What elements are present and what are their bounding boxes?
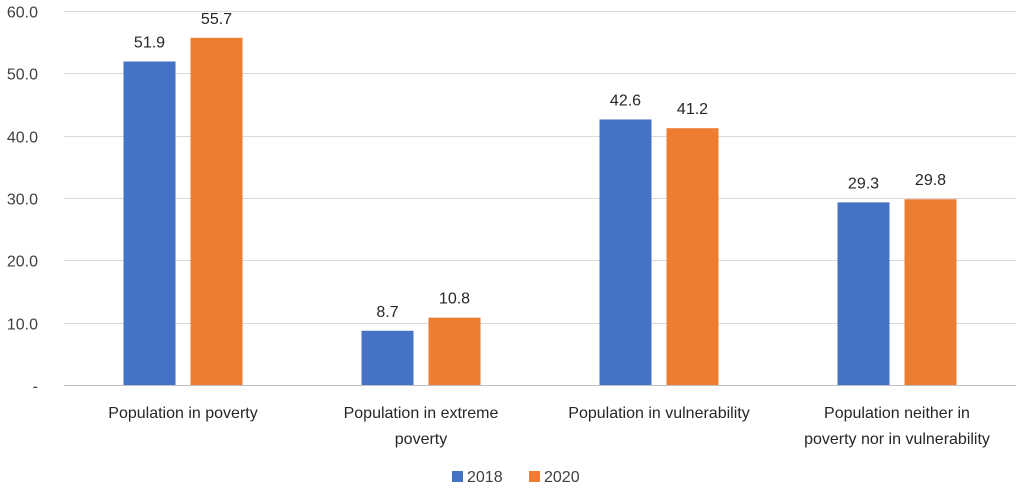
y-axis-ticks: - 10.0 20.0 30.0 40.0 50.0 60.0 <box>7 5 38 396</box>
data-label: 55.7 <box>201 11 232 28</box>
data-label: 41.2 <box>677 101 708 118</box>
data-label: 10.8 <box>439 291 470 308</box>
x-tick-label: Population in vulnerability <box>568 405 749 422</box>
data-label: 29.8 <box>915 172 946 189</box>
bar-2020-1 <box>190 37 243 385</box>
bars <box>123 37 957 386</box>
y-tick-label: 50.0 <box>7 67 38 84</box>
y-tick-label: 40.0 <box>7 130 38 147</box>
x-axis-labels: Population in poverty Population in extre… <box>108 405 990 448</box>
x-tick-label: poverty nor in vulnerability <box>804 431 990 448</box>
legend-label: 2020 <box>544 469 580 486</box>
bar-2020-4 <box>904 199 957 385</box>
legend-swatch-2020 <box>529 471 540 482</box>
x-tick-label: Population in poverty <box>108 405 257 422</box>
bar-2018-3 <box>599 119 652 386</box>
data-labels: 51.9 55.7 8.7 10.8 42.6 41.2 29.3 29.8 <box>134 11 946 321</box>
y-tick-label: 60.0 <box>7 5 38 22</box>
x-tick-label: poverty <box>395 431 447 448</box>
y-tick-label: - <box>33 379 38 396</box>
y-tick-label: 30.0 <box>7 192 38 209</box>
data-label: 51.9 <box>134 34 165 51</box>
bar-2018-2 <box>361 330 414 385</box>
data-label: 42.6 <box>610 92 641 109</box>
x-tick-label: Population neither in <box>824 405 970 422</box>
y-tick-label: 10.0 <box>7 317 38 334</box>
x-tick-label: Population in extreme <box>344 405 499 422</box>
bar-2018-1 <box>123 61 176 386</box>
y-tick-label: 20.0 <box>7 254 38 271</box>
legend-swatch-2018 <box>452 471 463 482</box>
bar-2018-4 <box>837 202 890 385</box>
bar-2020-2 <box>428 317 481 385</box>
legend: 2018 2020 <box>452 469 580 486</box>
data-label: 8.7 <box>376 304 398 321</box>
data-label: 29.3 <box>848 175 879 192</box>
bar-2020-3 <box>666 128 719 386</box>
legend-label: 2018 <box>467 469 503 486</box>
